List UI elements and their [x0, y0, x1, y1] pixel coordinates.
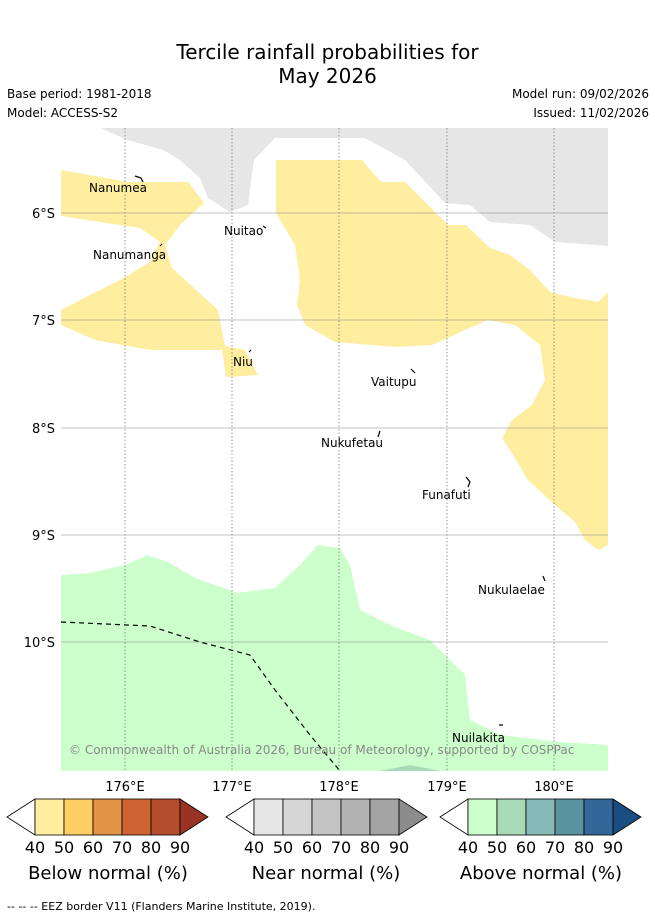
colorbar-tick-label: 80 — [574, 838, 594, 857]
colorbar-low-extension — [225, 798, 255, 836]
colorbar-segment — [583, 798, 614, 836]
colorbar-tick-label: 40 — [244, 838, 264, 857]
y-tick-label: 7°S — [32, 314, 55, 329]
colorbar-tick-label: 40 — [25, 838, 45, 857]
latitude-gridlines — [61, 212, 608, 643]
colorbar-low-extension — [439, 798, 469, 836]
y-tick-label: 10°S — [24, 636, 55, 651]
place-label-nanumanga: Nanumanga — [93, 248, 166, 262]
colorbar-segment — [92, 798, 123, 836]
colorbar-segment — [150, 798, 181, 836]
colorbar-segment — [34, 798, 65, 836]
place-label-funafuti: Funafuti — [422, 488, 471, 502]
x-tick-label: 179°E — [427, 780, 467, 795]
colorbar-title-above: Above normal (%) — [459, 863, 623, 884]
colorbar-legend: 40 50 60 70 80 90 40 50 60 70 80 90 40 50 60 70 80 90 — [6, 798, 642, 857]
longitude-tick-labels: 176°E 177°E 178°E 179°E 180°E — [105, 780, 574, 795]
x-tick-label: 176°E — [105, 780, 145, 795]
place-label-nuilakita: Nuilakita — [452, 731, 505, 745]
base-period-text: Base period: 1981-2018 — [7, 87, 152, 101]
colorbar-tick-label: 70 — [331, 838, 351, 857]
below-normal-region-west — [61, 170, 258, 377]
colorbar-segment — [496, 798, 527, 836]
colorbar-segment — [467, 798, 498, 836]
colorbar-segment — [369, 798, 400, 836]
colorbar-2: 40 50 60 70 80 90 — [439, 798, 642, 857]
near-normal-region — [100, 128, 608, 246]
y-tick-label: 6°S — [32, 207, 55, 222]
colorbar-segment — [253, 798, 284, 836]
above-normal-region — [61, 545, 608, 771]
colorbar-segment — [63, 798, 94, 836]
colorbar-tick-label: 40 — [458, 838, 478, 857]
x-tick-label: 178°E — [319, 780, 359, 795]
map-title-line2: May 2026 — [278, 64, 377, 88]
colorbar-tick-label: 90 — [603, 838, 623, 857]
longitude-gridlines — [124, 128, 555, 771]
colorbar-high-extension — [612, 798, 642, 836]
colorbar-low-extension — [6, 798, 36, 836]
model-text: Model: ACCESS-S2 — [7, 106, 119, 120]
place-label-nukulaelae: Nukulaelae — [478, 583, 545, 597]
x-tick-label: 180°E — [534, 780, 574, 795]
colorbar-title-near: Near normal (%) — [251, 863, 401, 884]
colorbar-tick-label: 70 — [545, 838, 565, 857]
place-label-nukufetau: Nukufetau — [321, 436, 383, 450]
map-figure: Nanumea Nuitao Nanumanga Niu Vaitupu Nuk… — [24, 128, 608, 795]
map-area: Nanumea Nuitao Nanumanga Niu Vaitupu Nuk… — [61, 128, 608, 771]
place-label-vaitupu: Vaitupu — [371, 375, 417, 389]
issued-text: Issued: 11/02/2026 — [533, 106, 649, 120]
colorbar-high-extension — [179, 798, 209, 836]
colorbar-segment — [311, 798, 342, 836]
colorbar-tick-label: 50 — [273, 838, 293, 857]
copyright-text: © Commonwealth of Australia 2026, Bureau… — [69, 743, 574, 757]
colorbar-tick-label: 60 — [83, 838, 103, 857]
colorbar-high-extension — [398, 798, 428, 836]
colorbar-tick-label: 90 — [170, 838, 190, 857]
colorbar-segment — [282, 798, 313, 836]
colorbar-tick-label: 50 — [54, 838, 74, 857]
colorbar-tick-label: 60 — [516, 838, 536, 857]
below-normal-region-east — [276, 160, 608, 550]
y-tick-label: 8°S — [32, 422, 55, 437]
colorbar-tick-label: 80 — [360, 838, 380, 857]
model-run-text: Model run: 09/02/2026 — [511, 87, 649, 101]
colorbar-1: 40 50 60 70 80 90 — [225, 798, 428, 857]
colorbar-segment — [340, 798, 371, 836]
eez-border-line — [61, 621, 341, 771]
place-label-niu: Niu — [233, 355, 253, 369]
colorbar-tick-label: 80 — [141, 838, 161, 857]
colorbar-0: 40 50 60 70 80 90 — [6, 798, 209, 857]
latitude-tick-labels: 6°S 7°S 8°S 9°S 10°S — [24, 207, 55, 651]
colorbar-segment — [554, 798, 585, 836]
x-tick-label: 177°E — [212, 780, 252, 795]
colorbar-tick-label: 50 — [487, 838, 507, 857]
colorbar-segment — [525, 798, 556, 836]
y-tick-label: 9°S — [32, 529, 55, 544]
colorbar-tick-label: 90 — [389, 838, 409, 857]
map-title-line1: Tercile rainfall probabilities for — [176, 40, 479, 64]
eez-footer-note: -- -- -- EEZ border V11 (Flanders Marine… — [7, 900, 316, 913]
place-label-nanumea: Nanumea — [89, 181, 147, 195]
island-markers — [134, 175, 546, 726]
colorbar-segment — [121, 798, 152, 836]
colorbar-title-below: Below normal (%) — [28, 863, 188, 884]
colorbar-tick-label: 70 — [112, 838, 132, 857]
place-label-nuitao: Nuitao — [224, 224, 263, 238]
colorbar-tick-label: 60 — [302, 838, 322, 857]
above-normal-patch — [380, 765, 440, 771]
